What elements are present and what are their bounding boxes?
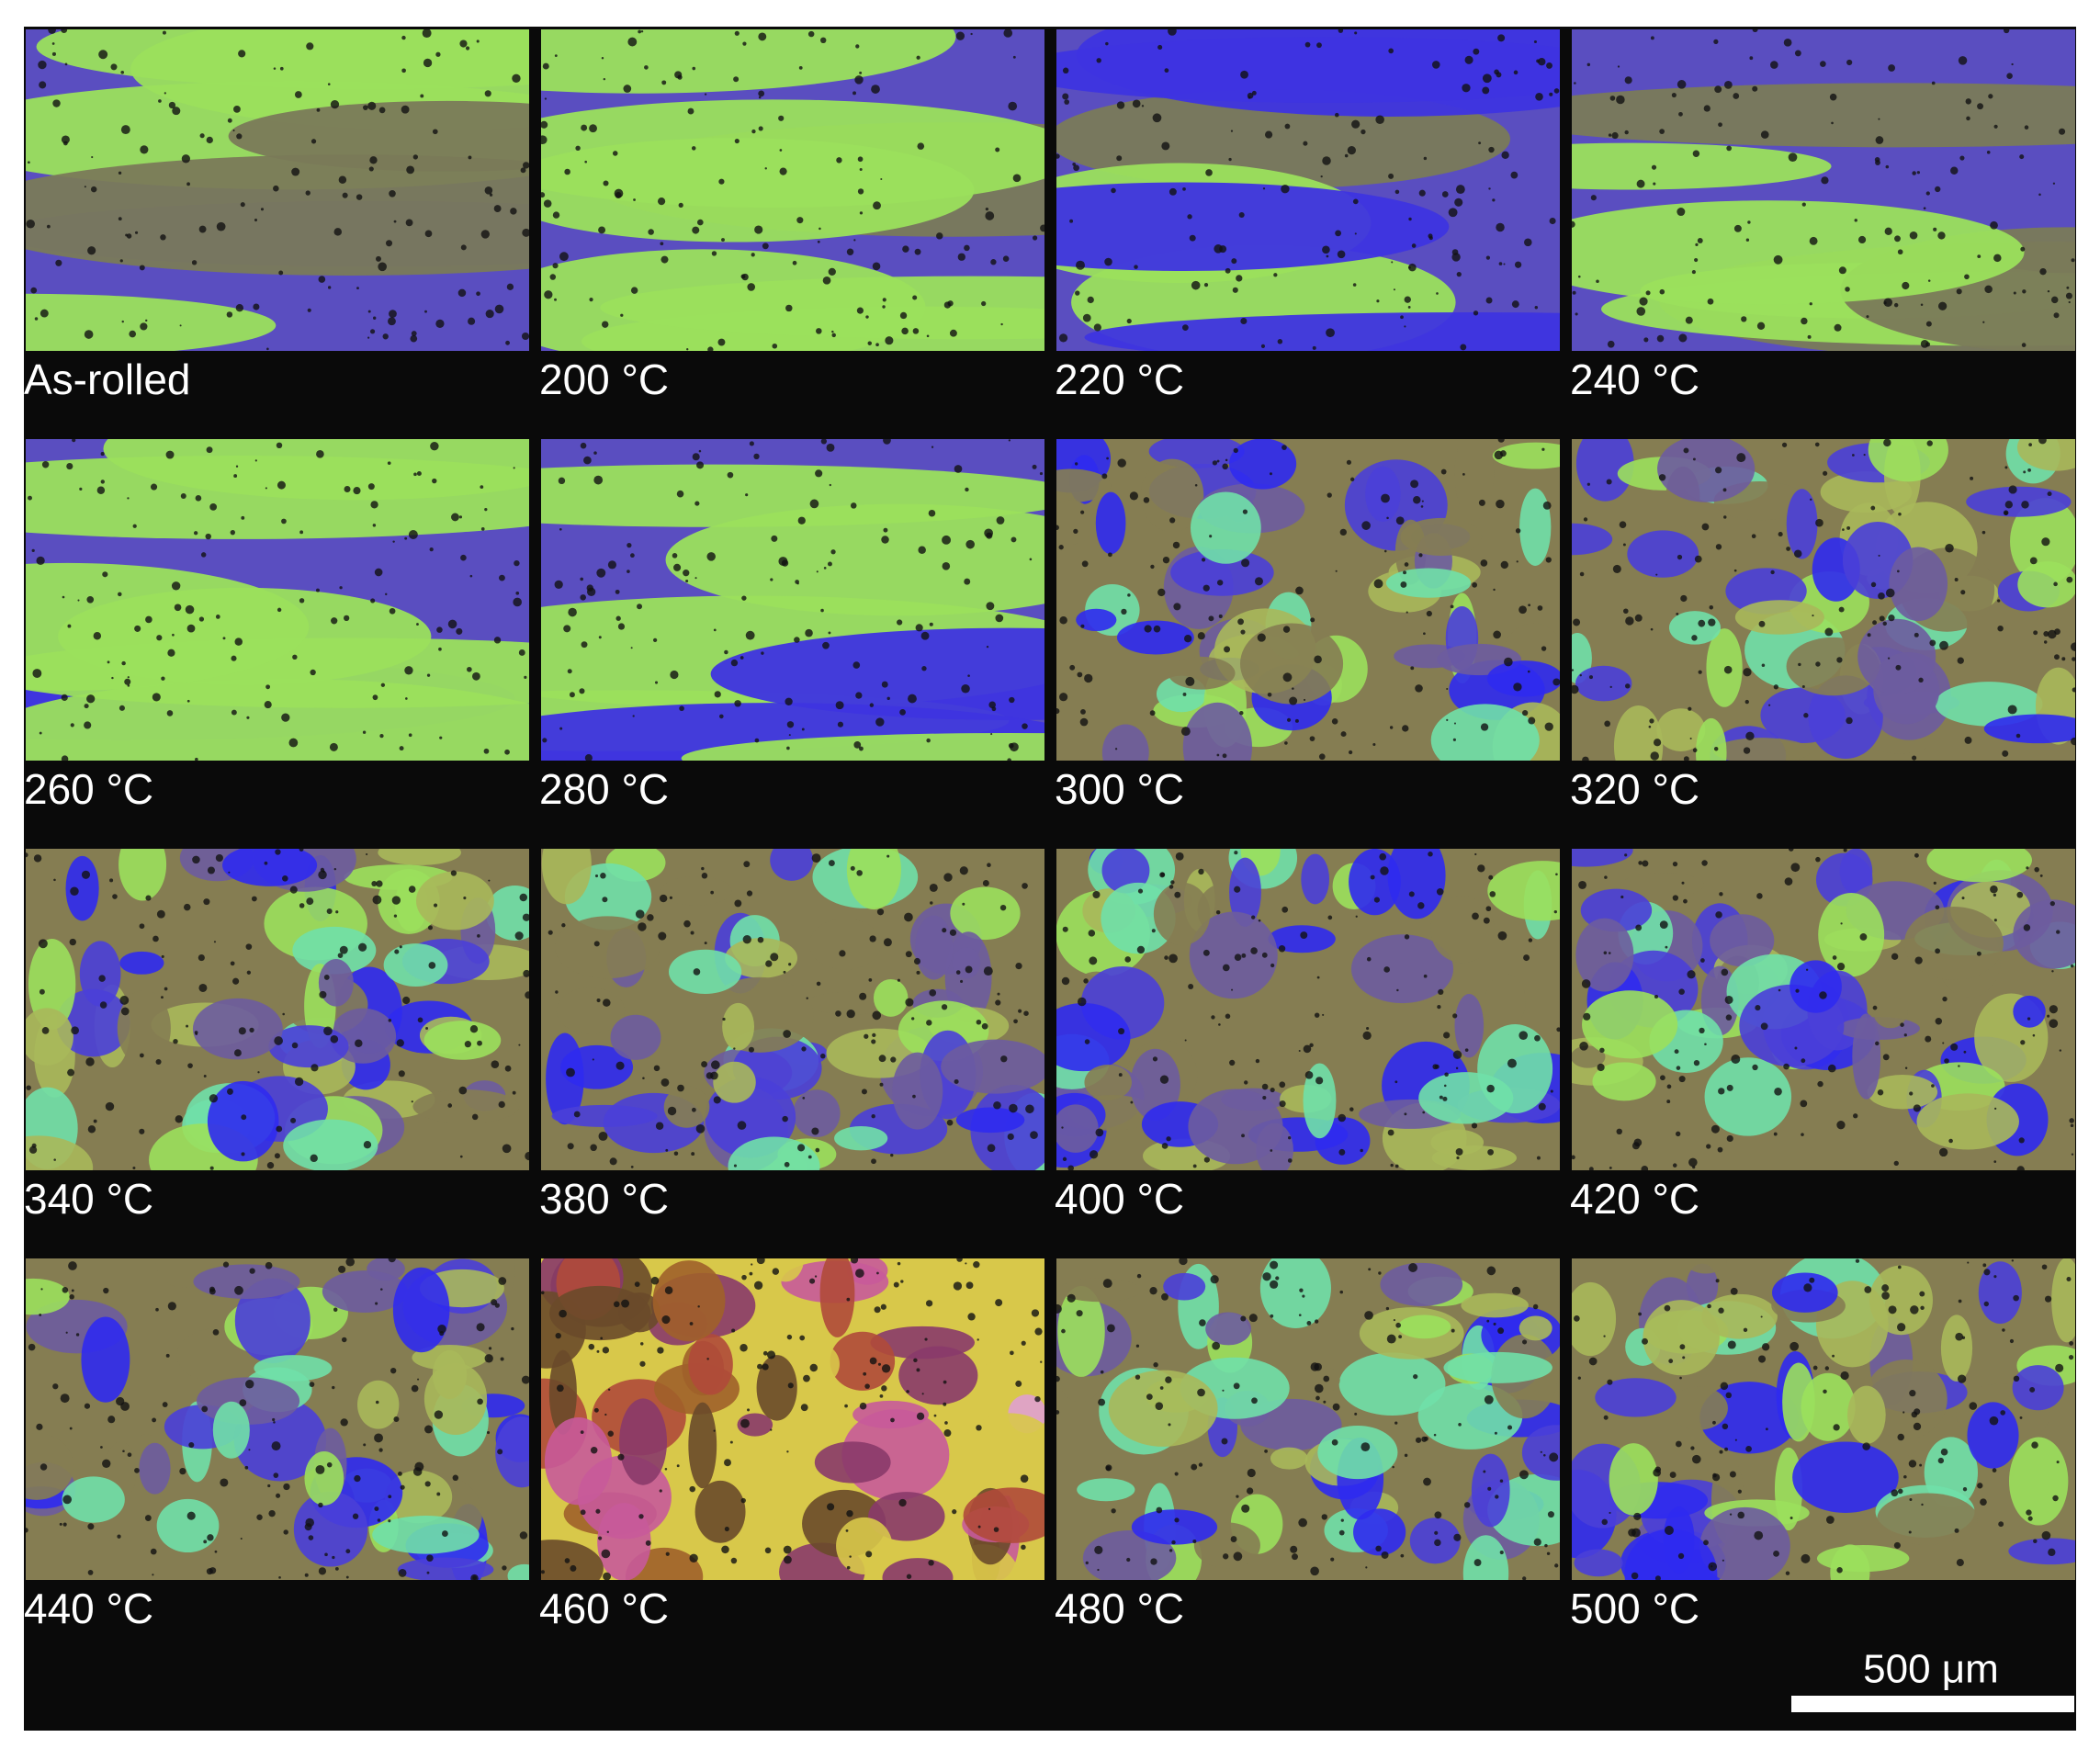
micrograph — [541, 439, 1044, 761]
scale-bar — [1791, 1696, 2074, 1712]
micrograph — [1056, 1258, 1560, 1580]
panel-label: 280 °C — [539, 765, 669, 813]
micrograph — [1572, 439, 2075, 761]
micrograph — [541, 1258, 1044, 1580]
panel-label: 240 °C — [1570, 355, 1699, 403]
panel-label: 480 °C — [1055, 1585, 1184, 1632]
panel-label: 500 °C — [1570, 1585, 1699, 1632]
micrograph — [1572, 29, 2075, 351]
micrograph — [1572, 849, 2075, 1170]
micrograph — [26, 439, 529, 761]
micrograph — [541, 849, 1044, 1170]
panel-label: 220 °C — [1055, 355, 1184, 403]
panel-label: 400 °C — [1055, 1175, 1184, 1223]
panel-label: 260 °C — [24, 765, 153, 813]
micrograph — [1056, 439, 1560, 761]
panel-label: As-rolled — [24, 355, 191, 403]
panel-label: 380 °C — [539, 1175, 669, 1223]
micrograph — [1056, 849, 1560, 1170]
micrograph — [26, 29, 529, 351]
micrograph — [1056, 29, 1560, 351]
panel-label: 300 °C — [1055, 765, 1184, 813]
micrograph — [541, 29, 1044, 351]
scale-bar-label: 500 μm — [1863, 1647, 1999, 1692]
panel-label: 200 °C — [539, 355, 669, 403]
panel-label: 420 °C — [1570, 1175, 1699, 1223]
panel-label: 440 °C — [24, 1585, 153, 1632]
micrograph — [26, 849, 529, 1170]
panel-label: 320 °C — [1570, 765, 1699, 813]
micrograph — [1572, 1258, 2075, 1580]
panel-label: 460 °C — [539, 1585, 669, 1632]
micrograph — [26, 1258, 529, 1580]
panel-label: 340 °C — [24, 1175, 153, 1223]
